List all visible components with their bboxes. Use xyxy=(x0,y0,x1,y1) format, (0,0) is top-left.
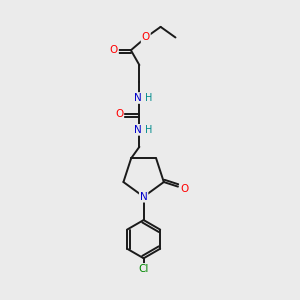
Text: H: H xyxy=(145,125,152,135)
Text: Cl: Cl xyxy=(138,264,149,274)
Text: O: O xyxy=(142,32,150,43)
Text: O: O xyxy=(180,184,188,194)
Text: N: N xyxy=(134,125,142,135)
Text: H: H xyxy=(145,93,152,103)
Text: O: O xyxy=(115,109,123,119)
Text: N: N xyxy=(140,192,148,202)
Text: N: N xyxy=(134,93,142,103)
Text: O: O xyxy=(110,45,118,55)
